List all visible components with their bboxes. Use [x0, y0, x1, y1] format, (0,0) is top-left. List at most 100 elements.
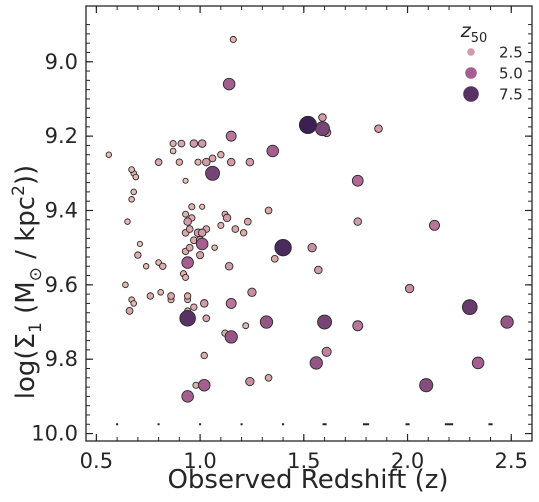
data-point-13 — [132, 173, 140, 181]
data-point-5 — [142, 263, 150, 270]
data-point-83 — [225, 130, 237, 142]
data-point-69 — [222, 213, 232, 223]
data-point-97 — [309, 356, 323, 370]
data-point-102 — [317, 314, 333, 330]
data-point-106 — [298, 115, 318, 135]
legend-marker-1 — [465, 67, 477, 79]
y-label-mid: (M — [11, 281, 41, 322]
x-tick-label-4: 2.5 — [495, 449, 528, 473]
legend: z50 2.5 5.0 7.5 — [460, 20, 523, 104]
data-point-24 — [169, 140, 177, 148]
data-point-41 — [217, 151, 225, 159]
data-point-6 — [211, 244, 218, 251]
data-point-27 — [188, 203, 196, 211]
data-point-59 — [270, 254, 279, 263]
data-point-2 — [199, 203, 206, 210]
data-point-17 — [128, 166, 136, 173]
data-point-81 — [404, 283, 415, 294]
x-tick-label-2: 1.5 — [287, 449, 320, 473]
data-point-37 — [183, 292, 192, 300]
data-point-45 — [154, 158, 163, 167]
y-label-pre: log(Σ — [11, 333, 41, 399]
data-point-22 — [242, 322, 250, 330]
legend-title: z50 — [460, 20, 488, 46]
data-point-79 — [307, 243, 317, 253]
data-point-86 — [429, 219, 440, 231]
data-point-58 — [264, 373, 273, 382]
y-axis-label: log(Σ1 (M⊙ / kpc2)) — [9, 165, 46, 399]
legend-label-0: 2.5 — [499, 44, 523, 62]
data-point-75 — [353, 217, 362, 226]
data-point-72 — [245, 157, 255, 167]
data-point-77 — [245, 376, 255, 387]
data-point-4 — [124, 218, 131, 225]
data-point-35 — [175, 158, 184, 166]
ticks-layer: 0.5 1.0 1.5 2.0 2.5 9.0 9.2 9.4 9.6 9.8 10.0 — [31, 6, 532, 473]
data-point-47 — [177, 139, 186, 148]
y-label-sub1: 1 — [26, 322, 46, 333]
y-label-sup: 2 — [9, 185, 29, 196]
data-point-44 — [125, 307, 134, 315]
legend-title-main: z — [460, 20, 472, 42]
y-label-post1: / kpc — [11, 196, 41, 267]
data-point-0 — [136, 240, 143, 247]
data-point-40 — [200, 351, 208, 360]
data-point-71 — [226, 157, 236, 167]
data-point-3 — [105, 151, 113, 158]
data-point-78 — [247, 287, 257, 297]
x-axis-label: Observed Redshift (z) — [167, 465, 448, 495]
x-tick-label-3: 2.0 — [391, 449, 424, 473]
y-tick-label-0: 9.0 — [45, 50, 78, 74]
data-point-98 — [500, 315, 514, 329]
legend-marker-0 — [467, 48, 475, 56]
data-point-34 — [159, 262, 167, 270]
legend-label-1: 5.0 — [499, 65, 523, 83]
data-point-18 — [182, 210, 190, 218]
data-point-43 — [239, 229, 248, 237]
data-point-99 — [419, 378, 434, 393]
data-point-29 — [194, 158, 202, 166]
data-point-26 — [182, 273, 190, 281]
data-point-100 — [205, 165, 220, 181]
y-label-sub2: ⊙ — [26, 267, 46, 281]
data-point-74 — [318, 113, 327, 122]
data-point-101 — [315, 121, 330, 137]
data-point-105 — [274, 239, 292, 257]
x-tick-label-1: 1.0 — [183, 449, 216, 473]
data-point-33 — [146, 292, 154, 300]
data-point-93 — [266, 144, 279, 158]
data-point-104 — [179, 310, 196, 327]
plot-frame — [85, 5, 533, 442]
data-point-16 — [169, 147, 177, 155]
data-point-70 — [224, 262, 234, 271]
y-tick-label-1: 9.2 — [45, 124, 78, 148]
data-point-49 — [185, 243, 194, 252]
data-point-62 — [189, 139, 199, 148]
data-point-87 — [351, 174, 364, 187]
data-point-85 — [352, 320, 364, 332]
y-tick-label-2: 9.4 — [45, 198, 78, 222]
data-point-46 — [167, 292, 175, 300]
data-point-88 — [181, 256, 194, 269]
data-point-53 — [202, 314, 211, 323]
legend-entries: 2.5 5.0 7.5 — [463, 44, 523, 104]
y-tick-label-3: 9.6 — [45, 273, 78, 297]
data-point-84 — [225, 297, 237, 309]
data-point-68 — [202, 157, 211, 167]
data-point-32 — [134, 251, 142, 259]
data-point-31 — [229, 35, 237, 43]
data-point-61 — [183, 217, 192, 226]
data-point-50 — [185, 225, 194, 233]
data-point-73 — [314, 265, 323, 275]
data-point-7 — [122, 281, 129, 289]
data-point-30 — [217, 221, 225, 229]
data-point-92 — [222, 77, 236, 91]
data-point-12 — [130, 188, 138, 196]
data-point-8 — [128, 196, 135, 203]
data-point-54 — [208, 154, 217, 163]
legend-marker-2 — [463, 86, 479, 102]
data-point-76 — [374, 124, 383, 133]
data-point-82 — [321, 346, 332, 357]
